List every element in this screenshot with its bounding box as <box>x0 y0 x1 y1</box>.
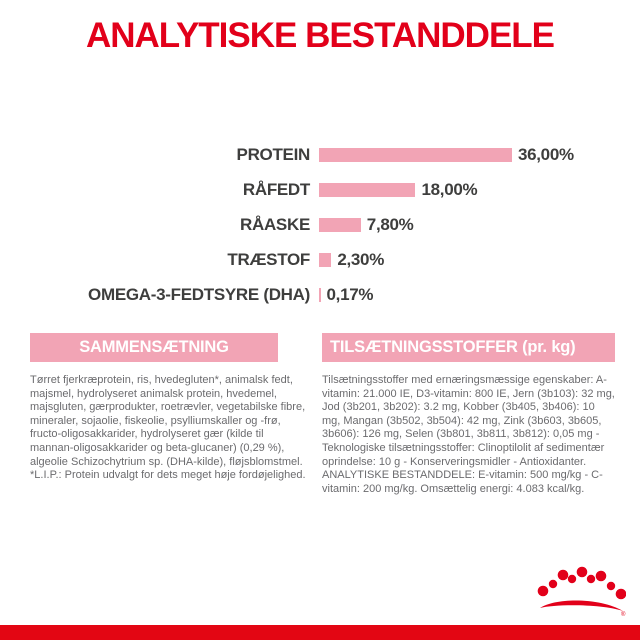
brand-red-bar <box>0 625 640 640</box>
royal-canin-crown-logo: ® <box>537 566 626 618</box>
chart-bar-track: 36,00% <box>319 145 574 165</box>
page-title: ANALYTISKE BESTANDDELE <box>85 16 555 55</box>
chart-bar <box>319 287 321 302</box>
chart-category-label: RÅASKE <box>240 214 310 234</box>
composition-note: *L.I.P.: Protein udvalgt for dets meget … <box>30 469 306 482</box>
chart-category-label: TRÆSTOF <box>227 249 310 269</box>
chart-bar-track: 2,30% <box>319 250 384 270</box>
chart-category-label: PROTEIN <box>236 144 311 164</box>
chart-value-label: 36,00% <box>517 144 574 164</box>
additives-body: Tilsætningsstoffer med ernæringsmæssige … <box>322 374 615 495</box>
composition-header: SAMMENSÆTNING <box>30 333 278 362</box>
chart-value-label: 7,80% <box>366 214 414 234</box>
chart-value-label: 2,30% <box>337 249 385 269</box>
chart-value-label: 0,17% <box>326 284 374 304</box>
analytical-constituents-chart: PROTEIN 36,00% RÅFEDT 18,00% RÅASKE 7,80% TRÆS… <box>0 137 640 312</box>
crown-swoosh <box>540 600 623 611</box>
composition-body: Tørret fjerkræprotein, ris, hvedegluten*… <box>30 374 306 468</box>
chart-row: OMEGA-3-FEDTSYRE (DHA) 0,17% <box>0 277 640 312</box>
chart-bar <box>319 182 416 197</box>
chart-bar <box>319 217 361 232</box>
chart-bar-track: 18,00% <box>319 179 478 200</box>
chart-row: TRÆSTOF 2,30% <box>0 242 640 277</box>
chart-category-label: RÅFEDT <box>242 179 310 199</box>
chart-row: PROTEIN 36,00% <box>0 137 640 172</box>
chart-bar-track: 0,17% <box>319 284 374 305</box>
chart-category-label: OMEGA-3-FEDTSYRE (DHA) <box>88 284 310 304</box>
chart-value-label: 18,00% <box>421 179 478 199</box>
chart-bar <box>319 147 512 162</box>
chart-bar-track: 7,80% <box>319 215 414 235</box>
additives-section: TILSÆTNINGSSTOFFER (pr. kg) Tilsætningss… <box>322 333 615 496</box>
chart-row: RÅASKE 7,80% <box>0 207 640 242</box>
chart-row: RÅFEDT 18,00% <box>0 172 640 207</box>
crown-dots <box>537 566 626 600</box>
chart-bar <box>319 252 332 267</box>
composition-section: SAMMENSÆTNING Tørret fjerkræprotein, ris… <box>30 333 308 483</box>
additives-header: TILSÆTNINGSSTOFFER (pr. kg) <box>322 333 615 362</box>
registered-mark: ® <box>621 611 626 618</box>
